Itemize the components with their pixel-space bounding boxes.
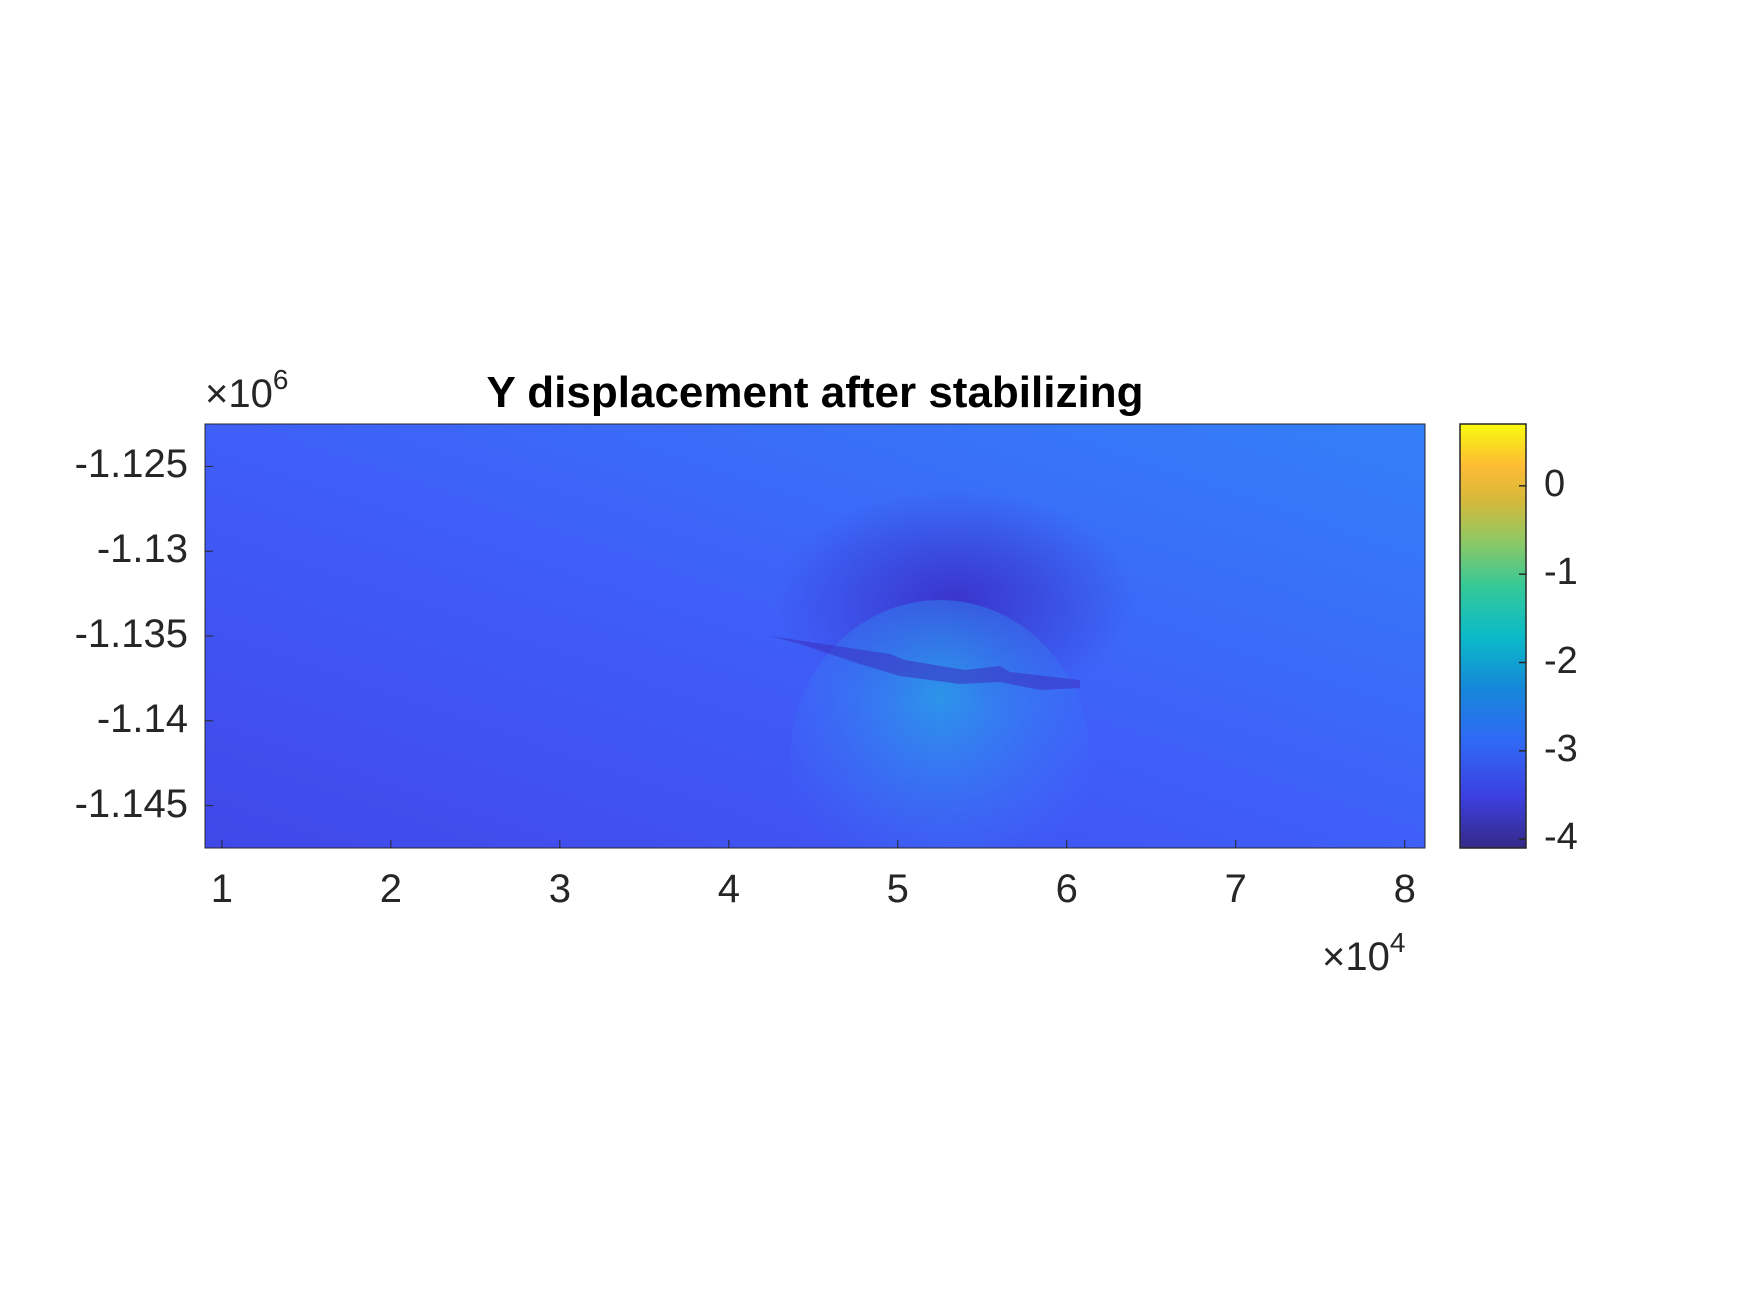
y-tick-marks xyxy=(205,465,213,807)
x-tick-label: 8 xyxy=(1393,867,1416,911)
colorbar-tick-marks xyxy=(1519,485,1526,840)
x-tick-label: 1 xyxy=(210,867,234,911)
x-tick-label: 5 xyxy=(886,867,909,911)
x-exponent-label: ×104 xyxy=(1322,927,1406,979)
y-tick-label: -1.135 xyxy=(74,612,188,656)
y-tick-label: -1.145 xyxy=(74,781,188,826)
y-tick-label: -1.125 xyxy=(74,442,188,487)
colorbar-tick-label: 0 xyxy=(1544,462,1566,505)
field-discontinuity xyxy=(770,636,1080,690)
x-tick-label: 6 xyxy=(1055,867,1078,911)
colorbar-tick-label: -4 xyxy=(1544,816,1578,859)
chart-title: Y displacement after stabilizing xyxy=(486,368,1144,417)
y-exponent-label: ×106 xyxy=(205,364,289,416)
colorbar-tick-label: -2 xyxy=(1544,639,1578,682)
x-tick-marks xyxy=(221,840,1406,848)
x-tick-label: 7 xyxy=(1224,867,1247,911)
colorbar-tick-label: -3 xyxy=(1544,727,1578,770)
y-tick-label: -1.14 xyxy=(96,696,188,741)
x-tick-label: 2 xyxy=(379,867,402,911)
heatmap-field xyxy=(205,424,1425,848)
y-tick-label: -1.13 xyxy=(96,527,188,572)
x-tick-label: 3 xyxy=(548,867,571,911)
colorbar xyxy=(1459,423,1527,849)
x-tick-label: 4 xyxy=(717,867,740,911)
colorbar-tick-label: -1 xyxy=(1544,551,1578,594)
